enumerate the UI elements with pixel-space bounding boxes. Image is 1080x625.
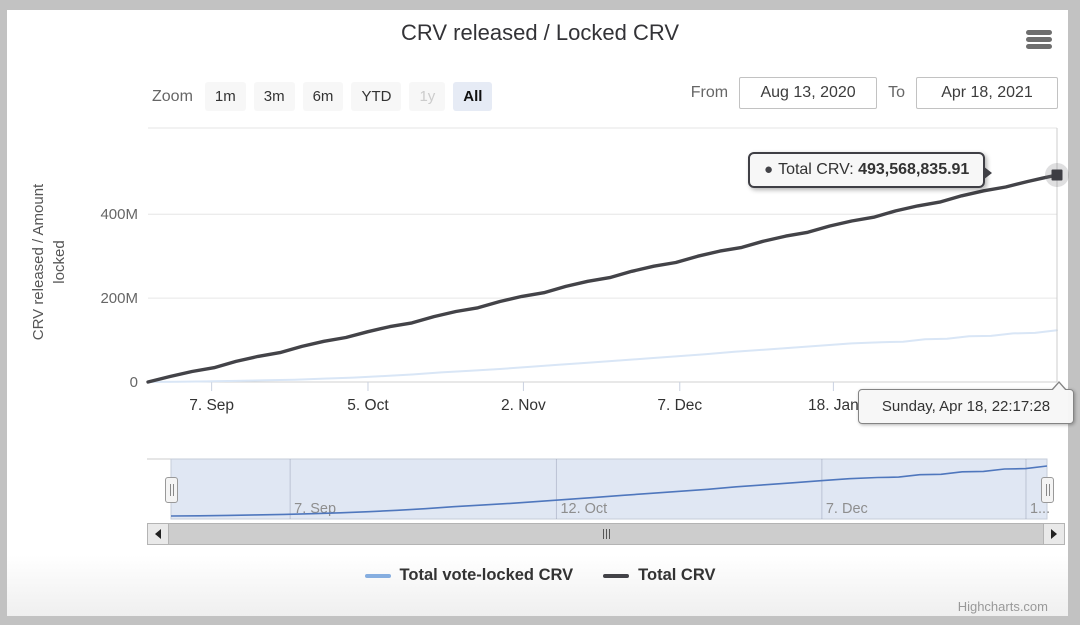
- hamburger-menu-icon[interactable]: [1026, 30, 1052, 49]
- scrollbar-thumb[interactable]: [169, 524, 1043, 544]
- point-tooltip: ● Total CRV: 493,568,835.91: [748, 152, 993, 188]
- tooltip-series-bullet: ●: [764, 161, 774, 178]
- scrollbar-right-arrow-button[interactable]: [1043, 524, 1064, 544]
- legend-item-total-vote-locked-crv[interactable]: Total vote-locked CRV: [364, 566, 574, 585]
- zoom-button-1y: 1y: [409, 82, 446, 111]
- tooltip-callout-arrow: [982, 168, 990, 178]
- legend-marker-vote-locked: [364, 573, 391, 578]
- left-arrow-icon: [155, 529, 161, 539]
- scrollbar-left-arrow-button[interactable]: [148, 524, 169, 544]
- range-selector-zoom: Zoom 1m 3m 6m YTD 1y All: [152, 82, 500, 111]
- zoom-button-ytd[interactable]: YTD: [351, 82, 402, 111]
- zoom-button-all[interactable]: All: [453, 82, 493, 111]
- date-tooltip: Sunday, Apr 18, 22:17:28: [858, 381, 1074, 424]
- highcharts-credit[interactable]: Highcharts.com: [957, 599, 1048, 614]
- legend-marker-total-crv: [603, 573, 630, 578]
- chart-title: CRV released / Locked CRV: [401, 20, 679, 45]
- zoom-button-3m[interactable]: 3m: [253, 82, 295, 111]
- to-label: To: [888, 84, 905, 101]
- range-selector-dates: From To: [691, 77, 1058, 109]
- zoom-button-1m[interactable]: 1m: [204, 82, 246, 111]
- zoom-button-6m[interactable]: 6m: [302, 82, 344, 111]
- to-date-input[interactable]: [916, 77, 1058, 109]
- navigator-handle-left[interactable]: [165, 477, 178, 503]
- zoom-label: Zoom: [152, 87, 193, 105]
- legend: Total vote-locked CRV Total CRV: [0, 566, 1080, 585]
- from-date-input[interactable]: [739, 77, 878, 109]
- date-tooltip-text: Sunday, Apr 18, 22:17:28: [881, 398, 1051, 415]
- tooltip-value: 493,568,835.91: [858, 161, 970, 178]
- legend-label-vote-locked: Total vote-locked CRV: [399, 566, 574, 584]
- navigator-handle-right[interactable]: [1041, 477, 1054, 503]
- tooltip-series-label: Total CRV:: [778, 161, 854, 178]
- scrollbar[interactable]: [147, 523, 1065, 545]
- legend-label-total-crv: Total CRV: [638, 566, 716, 584]
- right-arrow-icon: [1051, 529, 1057, 539]
- legend-item-total-crv[interactable]: Total CRV: [603, 566, 715, 585]
- date-tooltip-callout-arrow: [1052, 383, 1066, 391]
- from-label: From: [690, 84, 729, 101]
- zoom-buttons-group: 1m 3m 6m YTD 1y All: [204, 82, 501, 111]
- navigator-mask[interactable]: [170, 458, 1048, 520]
